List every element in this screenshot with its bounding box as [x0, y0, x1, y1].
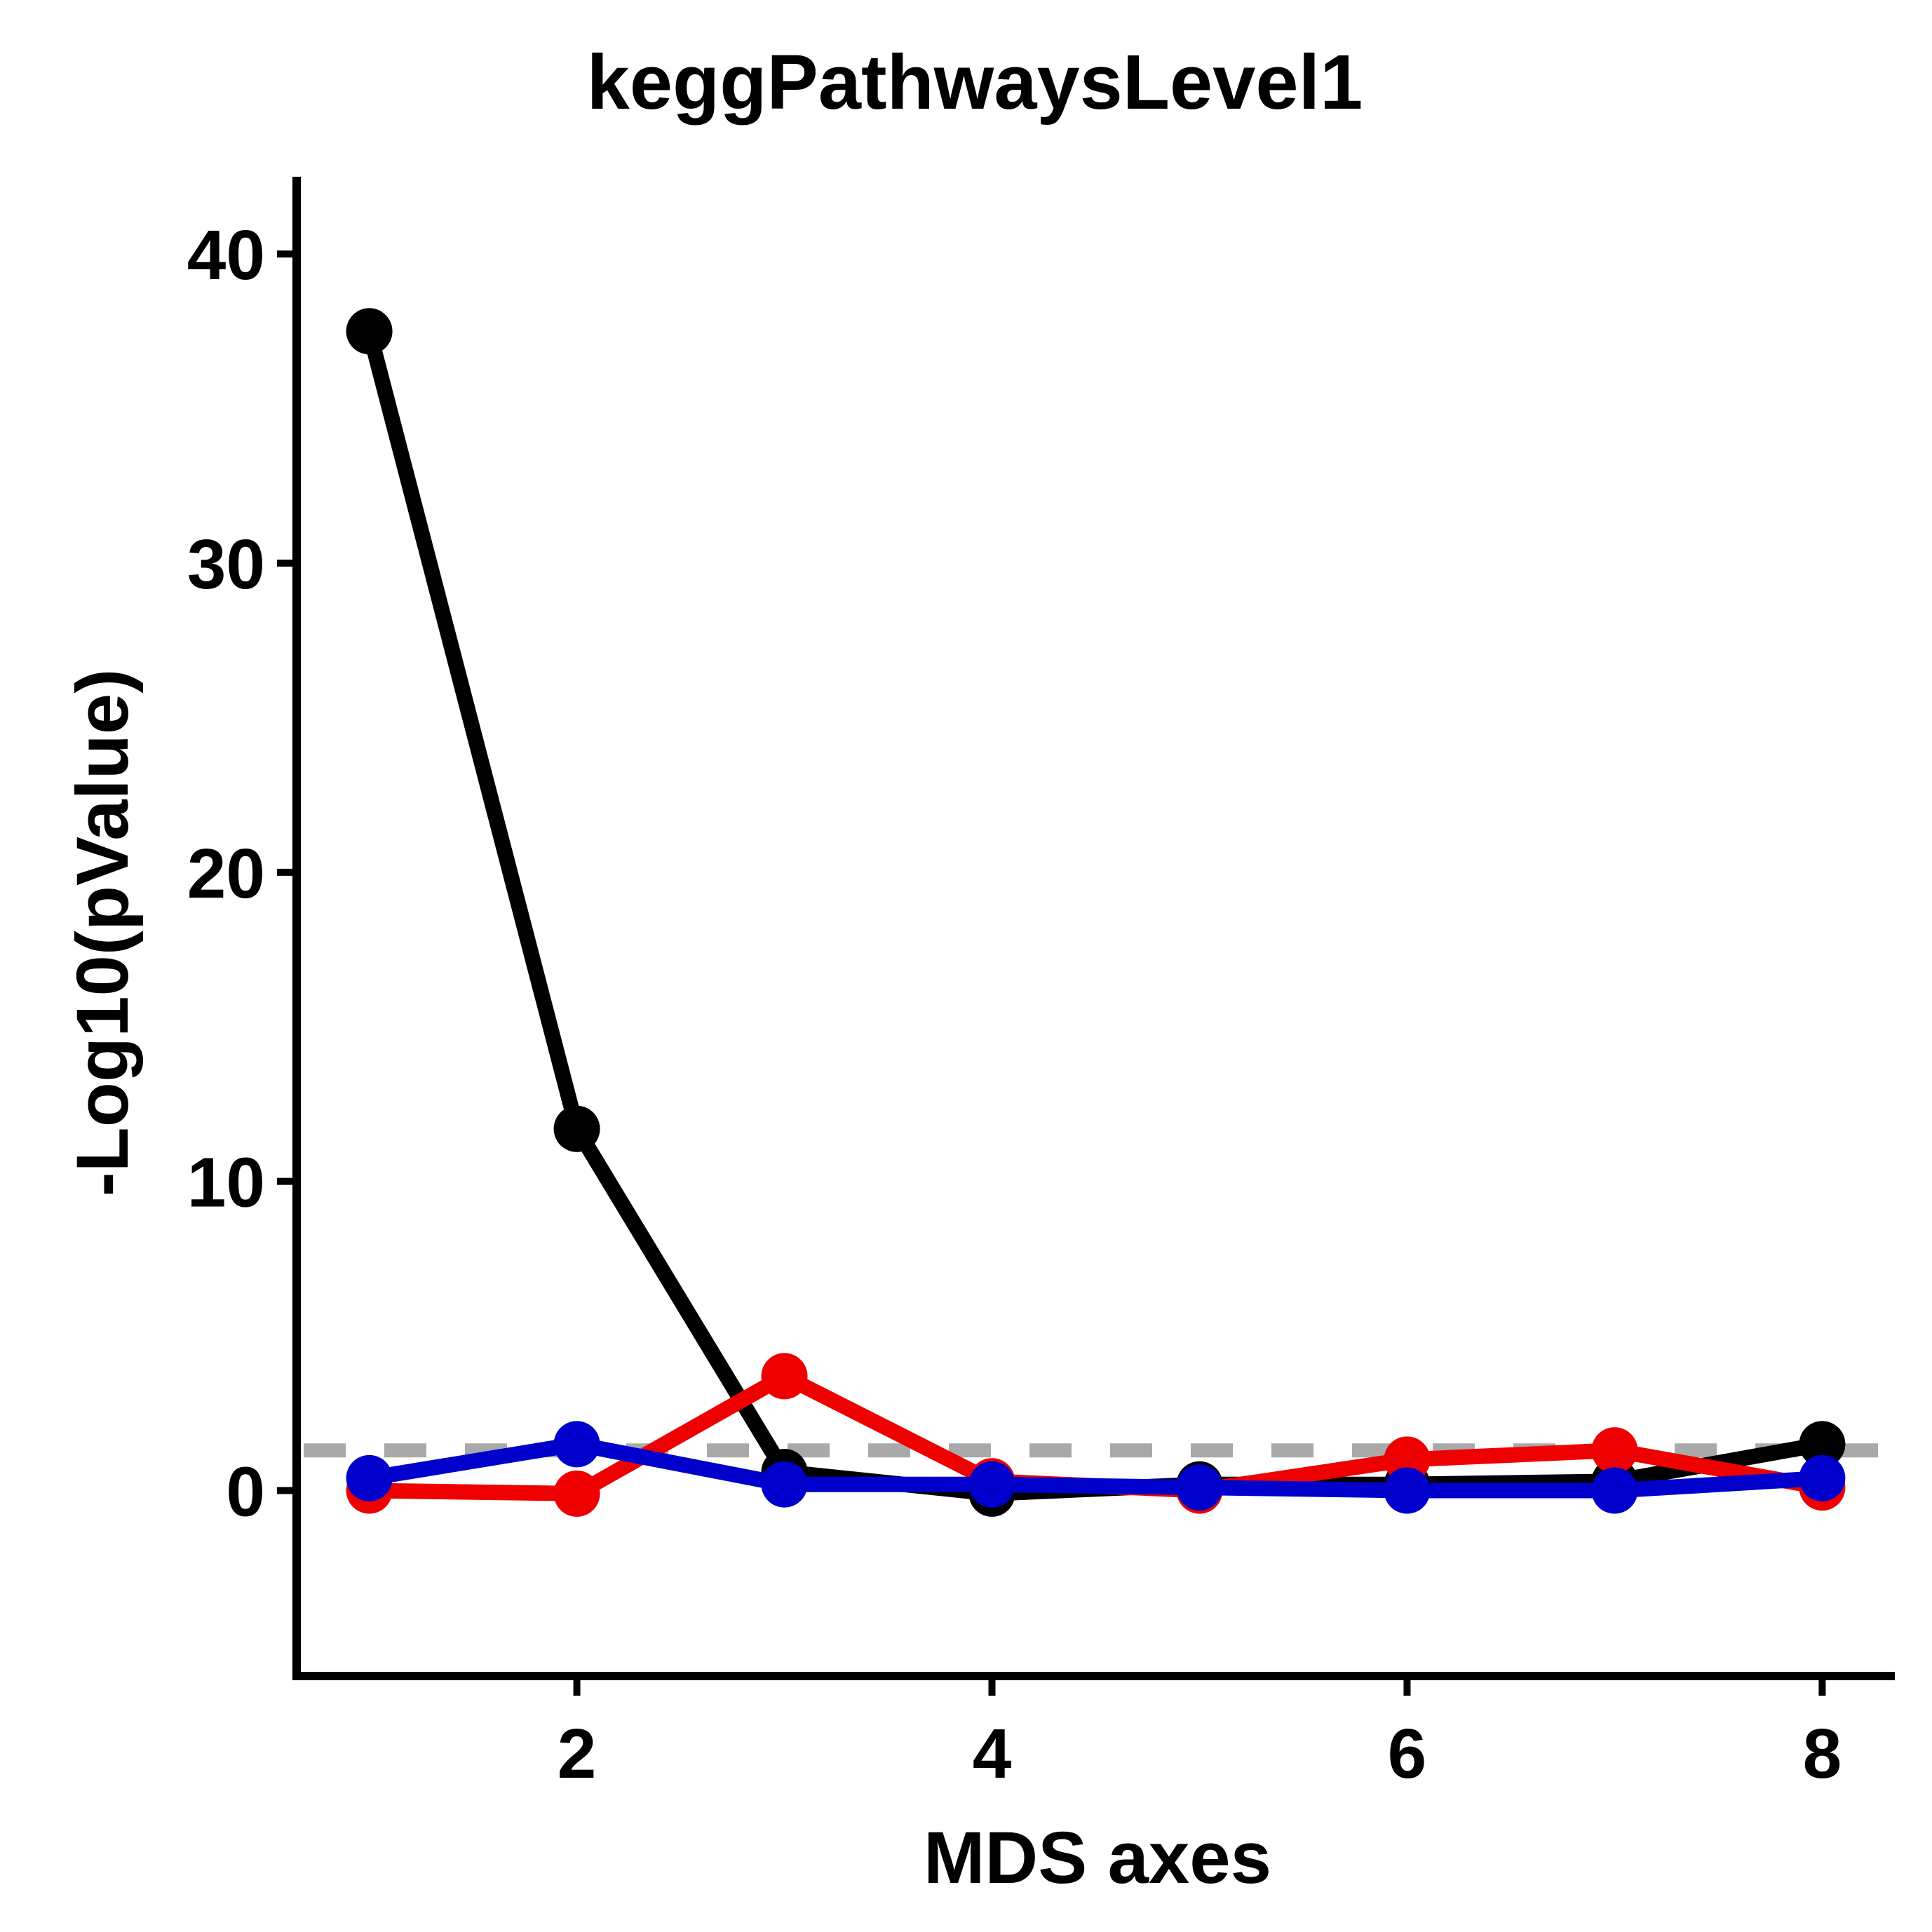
series-line — [361, 329, 1824, 1501]
x-tick-label: 6 — [1388, 1715, 1427, 1793]
series-point — [1799, 1421, 1846, 1468]
chart-title: keggPathwaysLevel1 — [587, 39, 1363, 126]
x-axis-label: MDS axes — [924, 1817, 1271, 1899]
series-point — [1384, 1467, 1431, 1514]
x-tick-label: 2 — [558, 1715, 597, 1793]
series-point — [553, 1470, 600, 1517]
y-tick-label: 20 — [187, 835, 265, 913]
series-line — [367, 1436, 1823, 1499]
series-layer — [346, 308, 1846, 1517]
series-point — [761, 1353, 808, 1400]
series-point — [1799, 1454, 1846, 1501]
series-point — [1176, 1464, 1223, 1511]
series-point — [761, 1461, 808, 1508]
plot-area — [304, 308, 1895, 1517]
y-tick-label: 40 — [187, 216, 265, 295]
x-tick-label: 8 — [1803, 1715, 1842, 1793]
y-tick-label: 30 — [187, 525, 265, 604]
series-point — [346, 308, 393, 355]
y-axis-label: -Log10(pValue) — [62, 669, 144, 1197]
series-point — [1591, 1427, 1638, 1474]
x-ticks: 2 4 6 8 — [558, 1676, 1842, 1793]
series-point — [553, 1105, 600, 1152]
x-tick-label: 4 — [973, 1715, 1012, 1793]
y-tick-label: 10 — [187, 1144, 265, 1222]
y-ticks: 0 10 20 30 40 — [187, 216, 297, 1532]
series-point — [553, 1421, 600, 1468]
y-tick-label: 0 — [226, 1453, 265, 1532]
series-point — [346, 1454, 393, 1501]
series-point — [1591, 1467, 1638, 1514]
series-point — [968, 1461, 1015, 1508]
